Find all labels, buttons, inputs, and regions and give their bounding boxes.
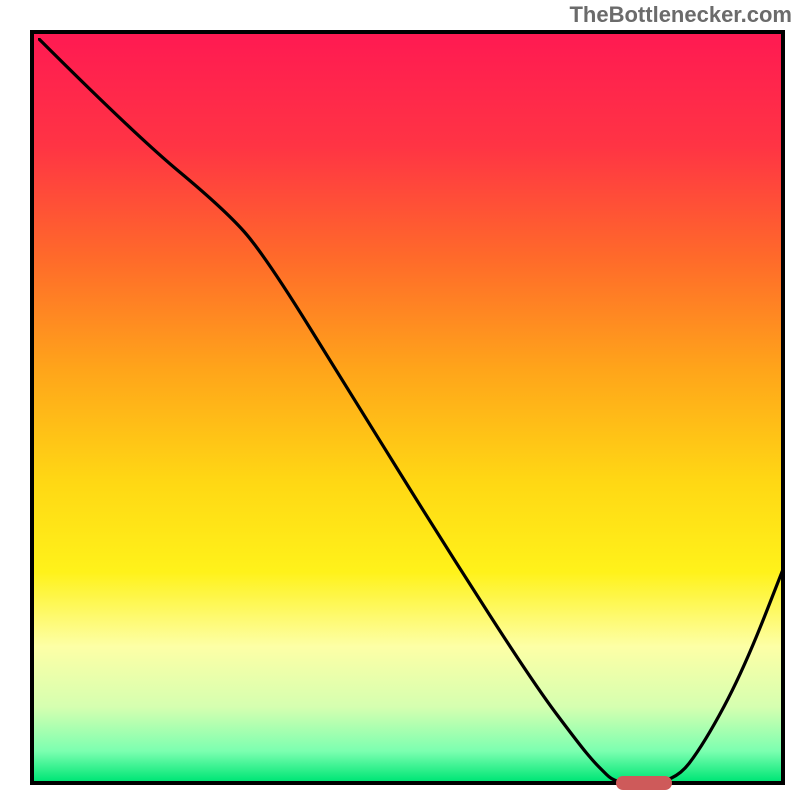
plot-area (30, 30, 785, 785)
watermark-text: TheBottlenecker.com (569, 2, 792, 28)
chart-container: TheBottlenecker.com (0, 0, 800, 800)
optimal-marker-pill (616, 776, 672, 790)
bottleneck-curve (38, 38, 785, 783)
curve-svg (38, 38, 785, 785)
optimal-marker (616, 776, 672, 790)
